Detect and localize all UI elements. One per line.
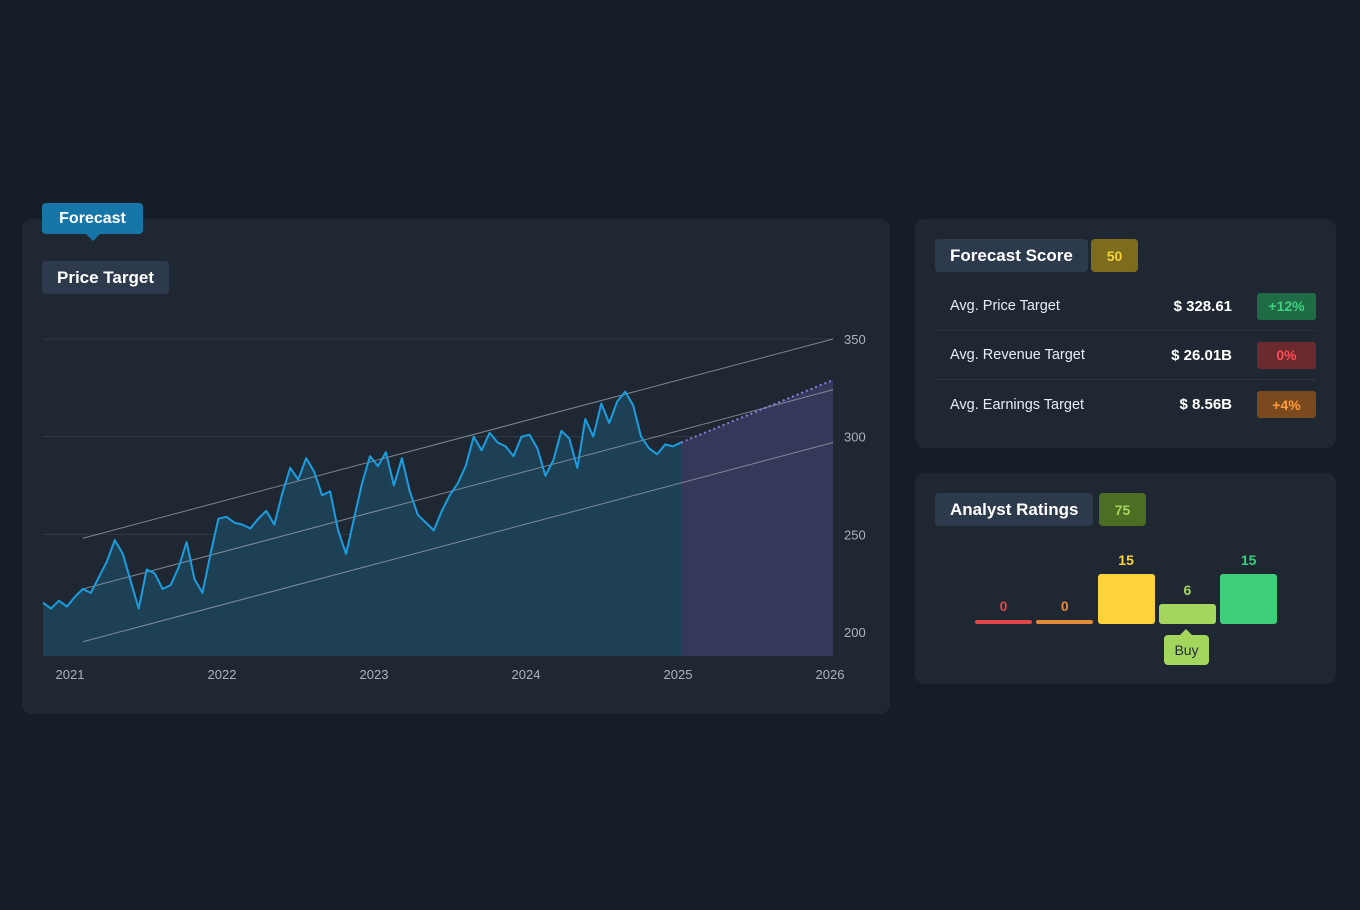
x-tick-label: 2021 — [56, 667, 85, 682]
rating-count: 15 — [1118, 552, 1134, 568]
metric-value: $ 26.01B — [1171, 346, 1232, 364]
metric-label: Avg. Revenue Target — [950, 347, 1085, 363]
rating-bar[interactable] — [1036, 620, 1094, 624]
metric-row-price-target: Avg. Price Target $ 328.61 +12% — [935, 282, 1316, 331]
metric-row-revenue-target: Avg. Revenue Target $ 26.01B 0% — [935, 331, 1316, 380]
y-tick-label: 350 — [844, 332, 866, 347]
forecast-score-badge: 50 — [1091, 239, 1138, 272]
y-tick-label: 250 — [844, 527, 866, 542]
forecast-tab[interactable]: Forecast — [42, 203, 143, 241]
metric-change-badge: +4% — [1257, 391, 1316, 418]
analyst-ratings-title: Analyst Ratings — [935, 493, 1094, 526]
history-area — [43, 391, 681, 656]
x-tick-label: 2023 — [360, 667, 389, 682]
channel-upper-line — [82, 338, 834, 539]
rating-count: 15 — [1240, 552, 1257, 568]
rating-bar[interactable] — [975, 620, 1032, 624]
price-line — [42, 390, 682, 610]
forecast-line — [680, 379, 834, 444]
channel-lower-line — [82, 442, 834, 643]
x-tick-label: 2026 — [816, 667, 845, 682]
analyst-ratings-badge: 75 — [1099, 493, 1146, 526]
rating-bar[interactable] — [1220, 574, 1278, 624]
rating-bar[interactable] — [1097, 574, 1155, 624]
rating-bar[interactable] — [1158, 604, 1216, 624]
metric-change-badge: 0% — [1257, 341, 1316, 369]
selected-rating-tooltip: Buy — [1164, 629, 1209, 665]
channel-mid-line — [82, 389, 834, 590]
price-target-title: Price Target — [42, 261, 170, 294]
rating-count: 6 — [1183, 582, 1192, 598]
metric-label: Avg. Price Target — [950, 298, 1060, 314]
forecast-area — [681, 380, 833, 656]
rating-count: 0 — [1060, 598, 1069, 614]
metric-value: $ 328.61 — [1173, 297, 1232, 315]
rating-count: 0 — [999, 598, 1008, 614]
metric-value: $ 8.56B — [1179, 396, 1232, 413]
metric-label: Avg. Earnings Target — [950, 396, 1085, 413]
forecast-score-title: Forecast Score — [935, 239, 1088, 272]
y-tick-label: 300 — [844, 430, 866, 445]
y-tick-label: 200 — [844, 625, 866, 640]
metric-change-badge: +12% — [1257, 292, 1316, 320]
x-tick-label: 2022 — [208, 667, 237, 682]
metric-row-earnings-target: Avg. Earnings Target $ 8.56B +4% — [935, 380, 1316, 429]
x-tick-label: 2024 — [512, 667, 541, 682]
x-tick-label: 2025 — [664, 667, 693, 682]
